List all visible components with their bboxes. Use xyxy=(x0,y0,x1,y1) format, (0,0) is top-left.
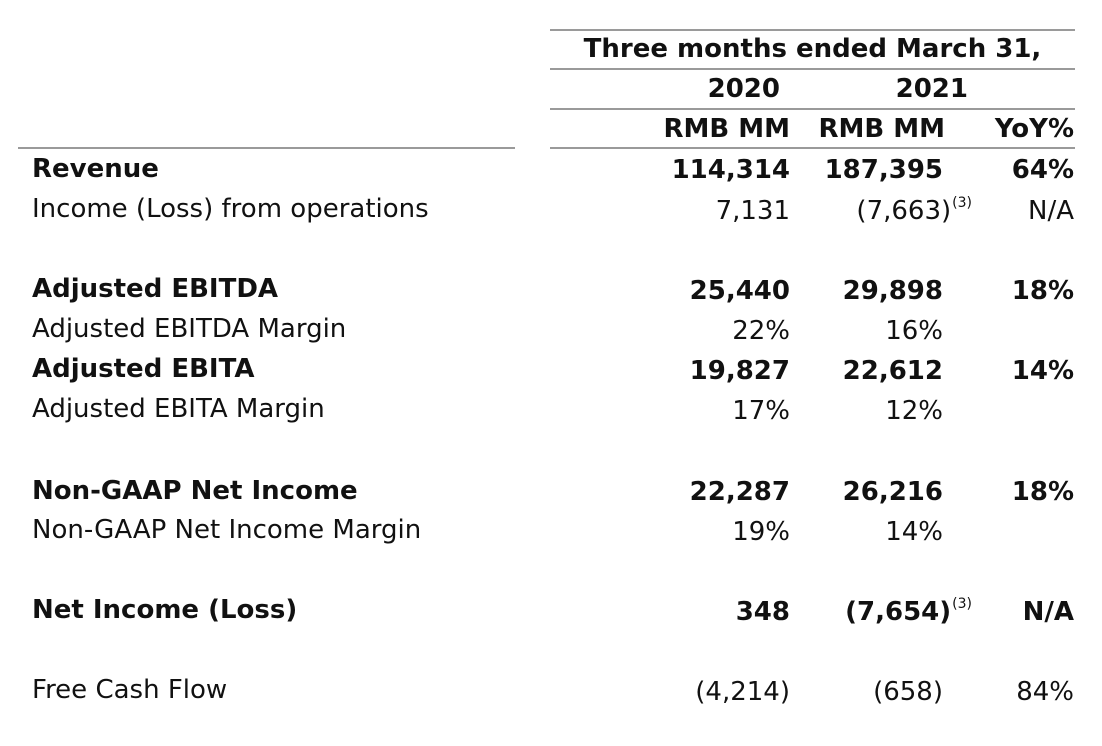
row-label-adjusted-ebita: Adjusted EBITA xyxy=(32,354,255,384)
period-header: Three months ended March 31, xyxy=(583,34,1042,64)
unit-2020-header: RMB MM xyxy=(663,114,790,144)
footnote-marker: (3) xyxy=(952,195,972,212)
row-label-net-income-loss: Net Income (Loss) xyxy=(32,595,298,625)
cell-adj-ebita-margin-2021: 12% xyxy=(885,396,943,426)
cell-non-gaap-ni-margin-2020: 19% xyxy=(732,517,790,547)
row-label-free-cash-flow: Free Cash Flow xyxy=(32,675,228,705)
cell-revenue-2020: 114,314 xyxy=(671,155,790,185)
footnote-marker: (3) xyxy=(952,596,972,613)
row-label-adjusted-ebitda-margin: Adjusted EBITDA Margin xyxy=(32,314,347,344)
row-label-non-gaap-net-income-margin: Non-GAAP Net Income Margin xyxy=(32,515,422,545)
cell-adj-ebita-2021: 22,612 xyxy=(842,356,943,386)
cell-revenue-yoy: 64% xyxy=(1011,155,1074,185)
cell-adj-ebitda-yoy: 18% xyxy=(1011,276,1074,306)
cell-adj-ebitda-2020: 25,440 xyxy=(689,276,790,306)
row-label-adjusted-ebitda: Adjusted EBITDA xyxy=(32,274,279,304)
row-label-adjusted-ebita-margin: Adjusted EBITA Margin xyxy=(32,394,325,424)
cell-adj-ebita-yoy: 14% xyxy=(1011,356,1074,386)
cell-adj-ebita-2020: 19,827 xyxy=(689,356,790,386)
cell-net-income-2020: 348 xyxy=(735,597,790,627)
cell-non-gaap-ni-margin-2021: 14% xyxy=(885,517,943,547)
cell-non-gaap-ni-2021: 26,216 xyxy=(842,477,943,507)
period-rule xyxy=(550,68,1075,70)
cell-adj-ebitda-2021: 29,898 xyxy=(842,276,943,306)
yoy-header: YoY% xyxy=(994,114,1074,144)
cell-income-ops-2021: (7,663)(3) xyxy=(760,196,972,226)
cell-adj-ebitda-margin-2020: 22% xyxy=(732,316,790,346)
year-rule xyxy=(550,108,1075,110)
row-label-non-gaap-net-income: Non-GAAP Net Income xyxy=(32,476,358,506)
cell-non-gaap-ni-2020: 22,287 xyxy=(689,477,790,507)
cell-income-ops-2020: 7,131 xyxy=(715,196,790,226)
year-2020-header: 2020 xyxy=(707,74,780,104)
cell-revenue-2021: 187,395 xyxy=(824,155,943,185)
cell-fcf-yoy: 84% xyxy=(1016,677,1074,707)
cell-net-income-2021: (7,654)(3) xyxy=(760,597,972,627)
row-label-revenue: Revenue xyxy=(32,154,159,184)
values-rule xyxy=(550,147,1075,149)
cell-income-ops-2021-value: (7,663) xyxy=(856,196,952,226)
cell-fcf-2021: (658) xyxy=(873,677,943,707)
unit-2021-header: RMB MM xyxy=(818,114,945,144)
year-2021-header: 2021 xyxy=(895,74,968,104)
cell-fcf-2020: (4,214) xyxy=(695,677,790,707)
cell-non-gaap-ni-yoy: 18% xyxy=(1011,477,1074,507)
cell-adj-ebitda-margin-2021: 16% xyxy=(885,316,943,346)
cell-net-income-yoy: N/A xyxy=(1022,597,1074,627)
label-column-rule xyxy=(18,147,515,149)
row-label-income-from-operations: Income (Loss) from operations xyxy=(32,194,429,224)
header-top-rule xyxy=(550,29,1075,31)
cell-net-income-2021-value: (7,654) xyxy=(845,597,952,627)
cell-income-ops-yoy: N/A xyxy=(1028,196,1074,226)
cell-adj-ebita-margin-2020: 17% xyxy=(732,396,790,426)
